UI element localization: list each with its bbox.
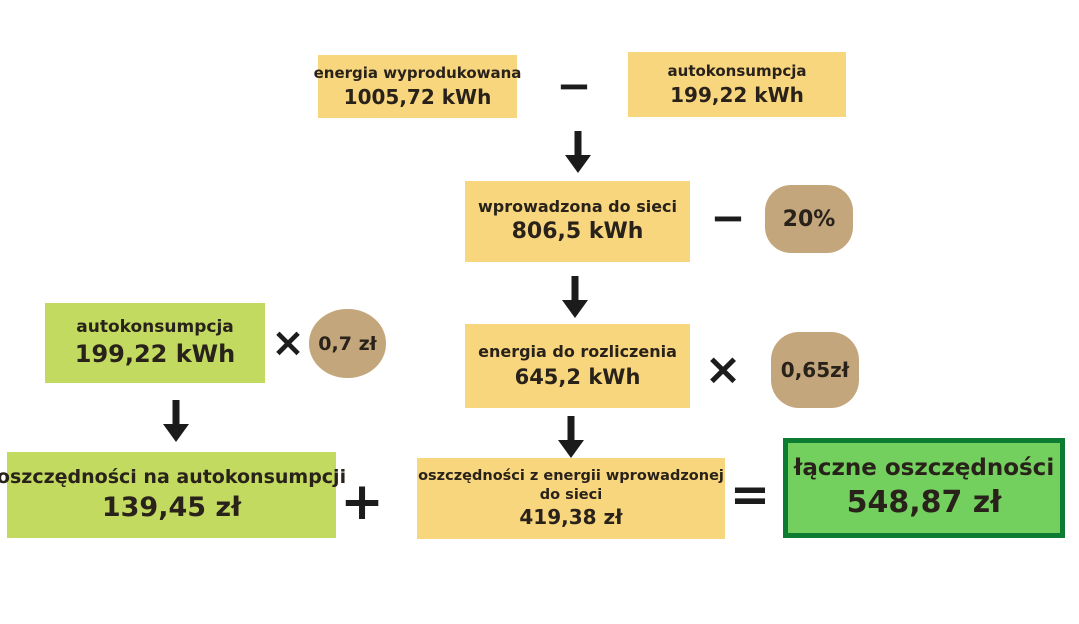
node-value: 645,2 kWh [514,364,641,389]
node-label: oszczędności na autokonsumpcji [0,465,347,488]
node-value: 0,65zł [780,358,850,382]
minus-operator-middle: − [710,193,746,242]
node-autokonsumpcja-lewa: autokonsumpcja 199,22 kWh [45,303,265,383]
plus-operator: + [340,472,384,532]
node-value: 139,45 zł [101,491,242,523]
arrow-down-icon [163,400,189,442]
minus-operator-top: − [556,61,592,110]
arrow-down-icon [565,131,591,173]
node-value: 199,22 kWh [74,340,236,369]
node-label: łączne oszczędności [793,454,1055,481]
equals-operator: = [729,467,771,523]
node-value: 199,22 kWh [670,83,804,107]
times-operator-left: × [271,320,305,366]
arrow-down-icon [562,276,588,318]
arrow-down-icon [558,416,584,458]
node-value: 548,87 zł [846,485,1002,521]
node-value: 806,5 kWh [511,219,644,245]
node-oszczednosci-siec: oszczędności z energii wprowadzonej do s… [417,458,725,539]
node-value: 0,7 zł [318,332,377,355]
node-label: autokonsumpcja [76,316,234,337]
node-label-line2: do sieci [539,486,603,503]
node-label: energia do rozliczenia [478,342,677,362]
node-stawka-sieci: 0,65zł [771,332,859,408]
node-oszczednosci-autokonsumpcja: oszczędności na autokonsumpcji 139,45 zł [0,452,346,538]
node-value: 20% [782,206,836,232]
node-energia-do-rozliczenia: energia do rozliczenia 645,2 kWh [465,324,690,408]
node-stawka-autokonsumpcji: 0,7 zł [309,309,386,378]
node-laczne-oszczednosci: łączne oszczędności 548,87 zł [783,438,1065,538]
node-procent-opustu: 20% [765,185,853,253]
node-autokonsumpcja-gorna: autokonsumpcja 199,22 kWh [628,52,846,117]
node-label: wprowadzona do sieci [477,197,678,217]
node-value: 1005,72 kWh [343,85,492,109]
node-energia-wyprodukowana: energia wyprodukowana 1005,72 kWh [314,55,521,118]
times-operator-right: × [704,344,742,395]
node-label-line1: oszczędności z energii wprowadzonej [418,468,724,485]
node-value: 419,38 zł [519,504,623,529]
node-wprowadzona-do-sieci: wprowadzona do sieci 806,5 kWh [465,181,690,262]
node-label: energia wyprodukowana [313,64,522,82]
node-label: autokonsumpcja [667,62,807,80]
